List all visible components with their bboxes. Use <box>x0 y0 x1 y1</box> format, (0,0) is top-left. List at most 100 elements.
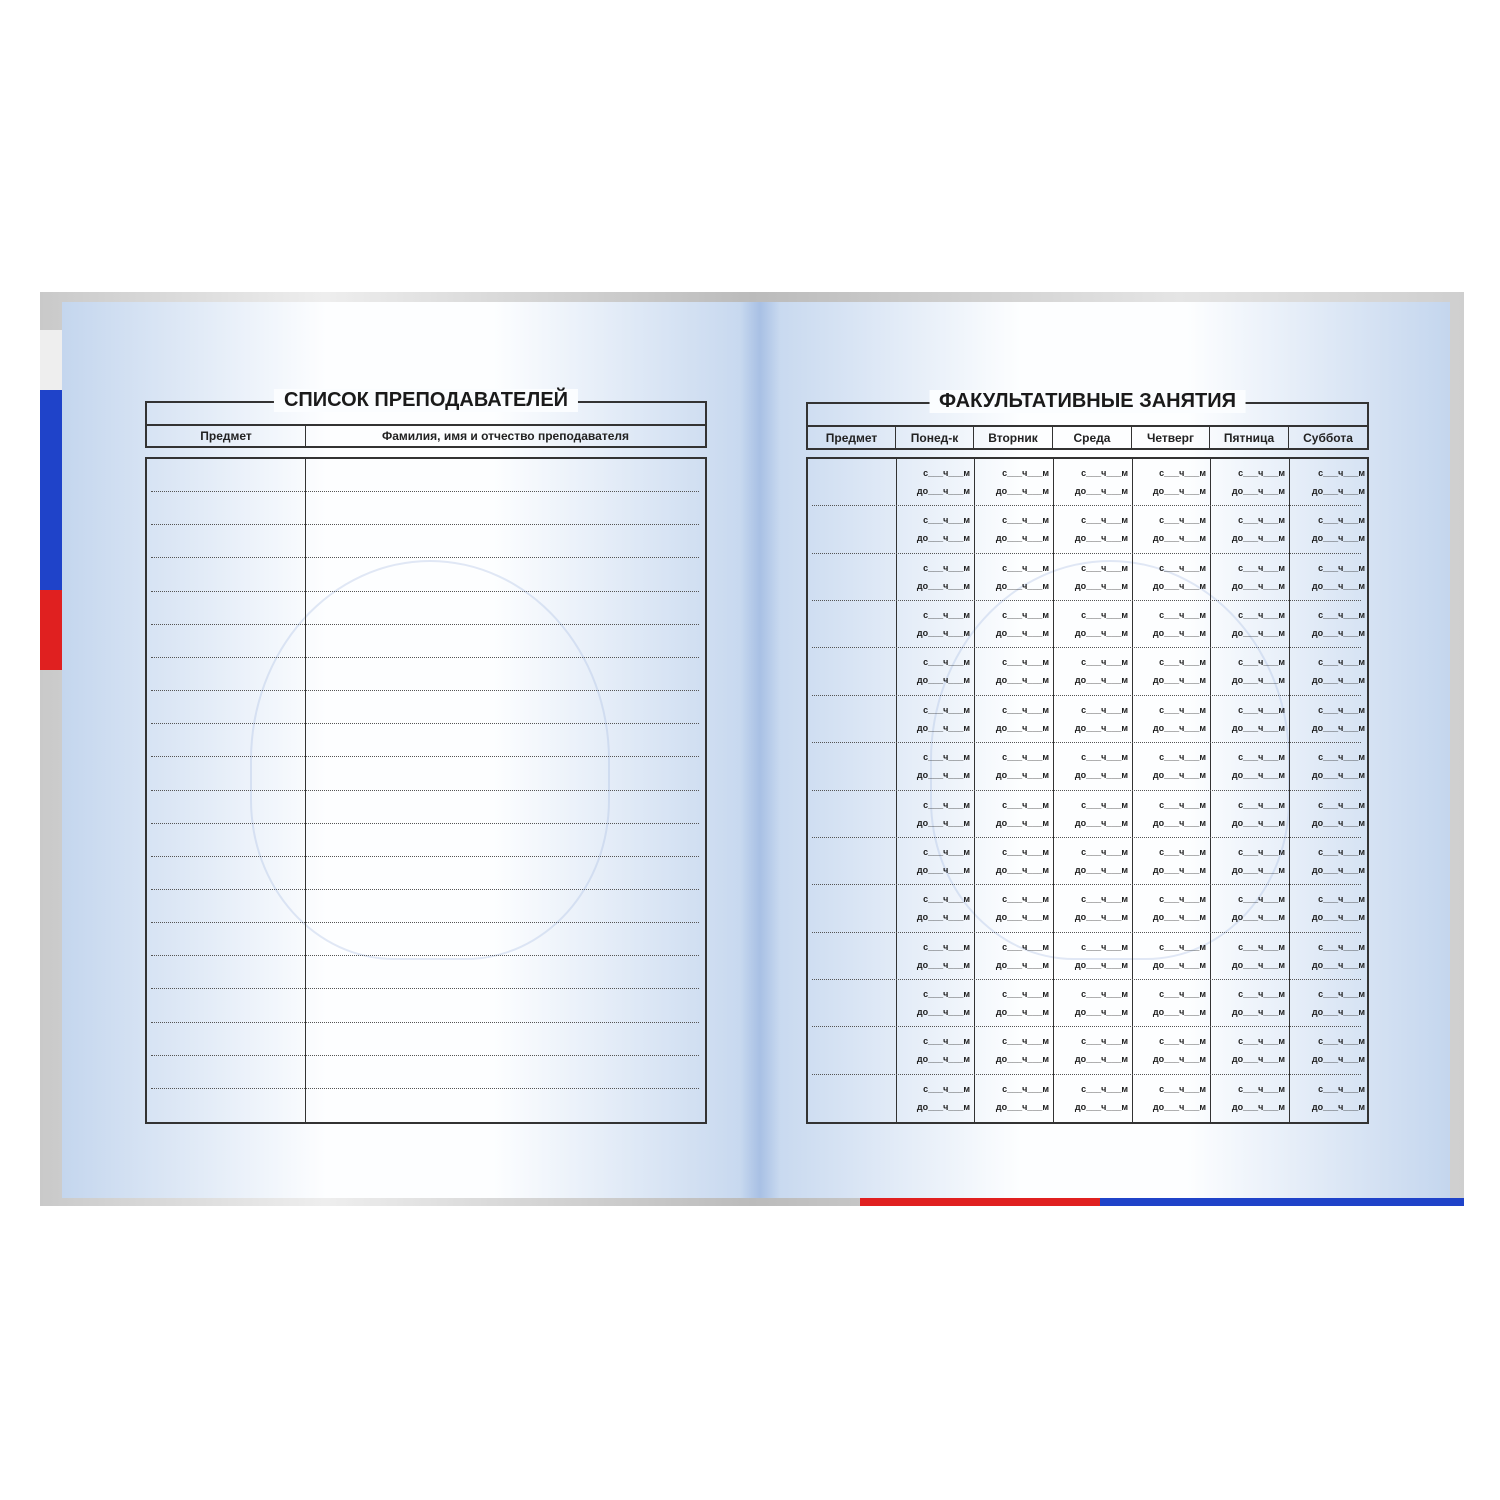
table-row[interactable] <box>151 491 699 493</box>
time-cell[interactable]: с___ч___м до___ч___м <box>1132 511 1210 547</box>
time-cell[interactable]: с___ч___м до___ч___м <box>1210 701 1289 737</box>
table-row[interactable] <box>151 1021 699 1023</box>
time-cell[interactable]: с___ч___м до___ч___м <box>1132 559 1210 595</box>
time-cell[interactable]: с___ч___м до___ч___м <box>1210 985 1289 1021</box>
table-row[interactable] <box>151 756 699 758</box>
time-cell[interactable]: с___ч___м до___ч___м <box>1289 653 1369 689</box>
time-cell[interactable]: с___ч___м до___ч___м <box>1132 1080 1210 1116</box>
time-cell[interactable]: с___ч___м до___ч___м <box>1289 464 1369 500</box>
time-cell[interactable]: с___ч___м до___ч___м <box>974 511 1053 547</box>
time-cell[interactable]: с___ч___м до___ч___м <box>1289 938 1369 974</box>
time-cell[interactable]: с___ч___м до___ч___м <box>1132 796 1210 832</box>
table-row[interactable] <box>151 524 699 526</box>
time-cell[interactable]: с___ч___м до___ч___м <box>896 938 974 974</box>
time-cell[interactable]: с___ч___м до___ч___м <box>1210 890 1289 926</box>
time-cell[interactable]: с___ч___м до___ч___м <box>896 559 974 595</box>
table-row[interactable] <box>812 884 1361 886</box>
time-cell[interactable]: с___ч___м до___ч___м <box>1132 938 1210 974</box>
time-cell[interactable]: с___ч___м до___ч___м <box>974 1032 1053 1068</box>
time-cell[interactable]: с___ч___м до___ч___м <box>1132 701 1210 737</box>
time-cell[interactable]: с___ч___м до___ч___м <box>1053 938 1132 974</box>
time-cell[interactable]: с___ч___м до___ч___м <box>1053 653 1132 689</box>
time-cell[interactable]: с___ч___м до___ч___м <box>896 653 974 689</box>
table-row[interactable] <box>151 955 699 957</box>
table-row[interactable] <box>812 694 1361 696</box>
table-row[interactable] <box>812 1026 1361 1028</box>
time-cell[interactable]: с___ч___м до___ч___м <box>1132 890 1210 926</box>
time-cell[interactable]: с___ч___м до___ч___м <box>896 701 974 737</box>
time-cell[interactable]: с___ч___м до___ч___м <box>896 843 974 879</box>
time-cell[interactable]: с___ч___м до___ч___м <box>1053 464 1132 500</box>
time-cell[interactable]: с___ч___м до___ч___м <box>1289 985 1369 1021</box>
time-cell[interactable]: с___ч___м до___ч___м <box>1053 511 1132 547</box>
time-cell[interactable]: с___ч___м до___ч___м <box>896 464 974 500</box>
time-cell[interactable]: с___ч___м до___ч___м <box>896 1032 974 1068</box>
table-row[interactable] <box>151 656 699 658</box>
table-row[interactable] <box>812 600 1361 602</box>
time-cell[interactable]: с___ч___м до___ч___м <box>974 653 1053 689</box>
time-cell[interactable]: с___ч___м до___ч___м <box>974 748 1053 784</box>
time-cell[interactable]: с___ч___м до___ч___м <box>1289 890 1369 926</box>
table-row[interactable] <box>812 836 1361 838</box>
time-cell[interactable]: с___ч___м до___ч___м <box>1289 559 1369 595</box>
table-row[interactable] <box>812 647 1361 649</box>
table-row[interactable] <box>812 552 1361 554</box>
table-row[interactable] <box>151 623 699 625</box>
time-cell[interactable]: с___ч___м до___ч___м <box>1053 843 1132 879</box>
time-cell[interactable]: с___ч___м до___ч___м <box>1210 606 1289 642</box>
time-cell[interactable]: с___ч___м до___ч___м <box>896 511 974 547</box>
table-row[interactable] <box>812 931 1361 933</box>
time-cell[interactable]: с___ч___м до___ч___м <box>896 748 974 784</box>
time-cell[interactable]: с___ч___м до___ч___м <box>896 985 974 1021</box>
table-row[interactable] <box>151 988 699 990</box>
time-cell[interactable]: с___ч___м до___ч___м <box>1289 748 1369 784</box>
time-cell[interactable]: с___ч___м до___ч___м <box>1132 606 1210 642</box>
table-row[interactable] <box>151 855 699 857</box>
time-cell[interactable]: с___ч___м до___ч___м <box>1132 653 1210 689</box>
time-cell[interactable]: с___ч___м до___ч___м <box>1132 464 1210 500</box>
table-row[interactable] <box>151 723 699 725</box>
time-cell[interactable]: с___ч___м до___ч___м <box>974 890 1053 926</box>
time-cell[interactable]: с___ч___м до___ч___м <box>1289 606 1369 642</box>
time-cell[interactable]: с___ч___м до___ч___м <box>1132 1032 1210 1068</box>
time-cell[interactable]: с___ч___м до___ч___м <box>1053 1080 1132 1116</box>
time-cell[interactable]: с___ч___м до___ч___м <box>896 606 974 642</box>
time-cell[interactable]: с___ч___м до___ч___м <box>974 701 1053 737</box>
time-cell[interactable]: с___ч___м до___ч___м <box>1210 1032 1289 1068</box>
time-cell[interactable]: с___ч___м до___ч___м <box>1210 559 1289 595</box>
table-row[interactable] <box>812 978 1361 980</box>
table-row[interactable] <box>151 690 699 692</box>
time-cell[interactable]: с___ч___м до___ч___м <box>974 985 1053 1021</box>
table-row[interactable] <box>151 1087 699 1089</box>
table-row[interactable] <box>151 590 699 592</box>
time-cell[interactable]: с___ч___м до___ч___м <box>1210 653 1289 689</box>
table-row[interactable] <box>812 505 1361 507</box>
time-cell[interactable]: с___ч___м до___ч___м <box>896 796 974 832</box>
table-row[interactable] <box>151 789 699 791</box>
time-cell[interactable]: с___ч___м до___ч___м <box>1289 511 1369 547</box>
time-cell[interactable]: с___ч___м до___ч___м <box>974 464 1053 500</box>
table-row[interactable] <box>812 789 1361 791</box>
time-cell[interactable]: с___ч___м до___ч___м <box>1132 843 1210 879</box>
time-cell[interactable]: с___ч___м до___ч___м <box>1053 559 1132 595</box>
time-cell[interactable]: с___ч___м до___ч___м <box>1289 1080 1369 1116</box>
time-cell[interactable]: с___ч___м до___ч___м <box>1053 606 1132 642</box>
time-cell[interactable]: с___ч___м до___ч___м <box>1210 843 1289 879</box>
time-cell[interactable]: с___ч___м до___ч___м <box>1289 796 1369 832</box>
time-cell[interactable]: с___ч___м до___ч___м <box>896 1080 974 1116</box>
table-row[interactable] <box>151 922 699 924</box>
table-row[interactable] <box>151 557 699 559</box>
time-cell[interactable]: с___ч___м до___ч___м <box>896 890 974 926</box>
time-cell[interactable]: с___ч___м до___ч___м <box>1210 938 1289 974</box>
time-cell[interactable]: с___ч___м до___ч___м <box>1053 890 1132 926</box>
time-cell[interactable]: с___ч___м до___ч___м <box>1053 796 1132 832</box>
time-cell[interactable]: с___ч___м до___ч___м <box>1210 464 1289 500</box>
time-cell[interactable]: с___ч___м до___ч___м <box>1132 748 1210 784</box>
time-cell[interactable]: с___ч___м до___ч___м <box>1053 985 1132 1021</box>
time-cell[interactable]: с___ч___м до___ч___м <box>1289 1032 1369 1068</box>
table-row[interactable] <box>812 742 1361 744</box>
time-cell[interactable]: с___ч___м до___ч___м <box>1132 985 1210 1021</box>
time-cell[interactable]: с___ч___м до___ч___м <box>974 559 1053 595</box>
time-cell[interactable]: с___ч___м до___ч___м <box>974 843 1053 879</box>
time-cell[interactable]: с___ч___м до___ч___м <box>1289 843 1369 879</box>
